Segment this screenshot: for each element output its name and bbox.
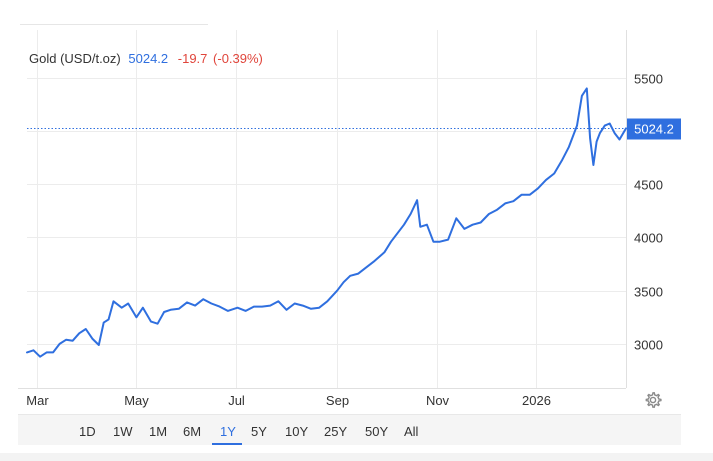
y-axis: 3000 3500 4000 4500 5500 [634, 72, 663, 353]
range-button-25y[interactable]: 25Y [324, 424, 348, 439]
range-button-1d[interactable]: 1D [79, 424, 96, 439]
range-button-1w[interactable]: 1W [113, 424, 133, 439]
current-price: 5024.2 [128, 51, 169, 66]
x-tick-label: Nov [426, 393, 450, 408]
price-change: -19.7 [177, 51, 208, 66]
top-divider [20, 24, 208, 25]
y-tick-label: 4500 [634, 178, 663, 193]
x-tick-label: 2026 [522, 393, 551, 408]
range-button-50y[interactable]: 50Y [365, 424, 389, 439]
x-tick-label: May [124, 393, 149, 408]
current-price-tag [627, 118, 681, 140]
x-tick-label: Mar [26, 393, 49, 408]
y-tick-label: 5500 [634, 72, 663, 87]
x-tick-label: Sep [326, 393, 349, 408]
range-button-5y[interactable]: 5Y [251, 424, 267, 439]
bottom-divider [0, 453, 713, 461]
grid [18, 30, 627, 389]
y-tick-label: 3500 [634, 285, 663, 300]
instrument-name: Gold (USD/t.oz) [29, 51, 121, 66]
range-button-10y[interactable]: 10Y [285, 424, 309, 439]
range-button-1m[interactable]: 1M [149, 424, 168, 439]
price-series-line [26, 87, 627, 358]
series-layer [26, 87, 627, 358]
price-change-percent: (-0.39%) [213, 51, 263, 66]
range-button-1y[interactable]: 1Y [220, 424, 236, 439]
range-button-all[interactable]: All [404, 424, 419, 439]
gear-icon[interactable] [644, 391, 662, 409]
chart-legend: Gold (USD/t.oz) 5024.2 -19.7 (-0.39%) [29, 51, 263, 66]
y-tick-label: 3000 [634, 338, 663, 353]
x-tick-label: Jul [228, 393, 245, 408]
y-tick-label: 4000 [634, 231, 663, 246]
range-selector: 1D 1W 1M 6M 1Y 5Y 10Y 25Y 50Y All [18, 414, 681, 445]
range-button-6m[interactable]: 6M [183, 424, 202, 439]
x-axis: Mar May Jul Sep Nov 2026 [26, 393, 551, 408]
active-range-indicator [212, 443, 242, 445]
current-price-marker: 5024.2 [27, 118, 681, 140]
current-price-tag-label: 5024.2 [634, 122, 674, 137]
